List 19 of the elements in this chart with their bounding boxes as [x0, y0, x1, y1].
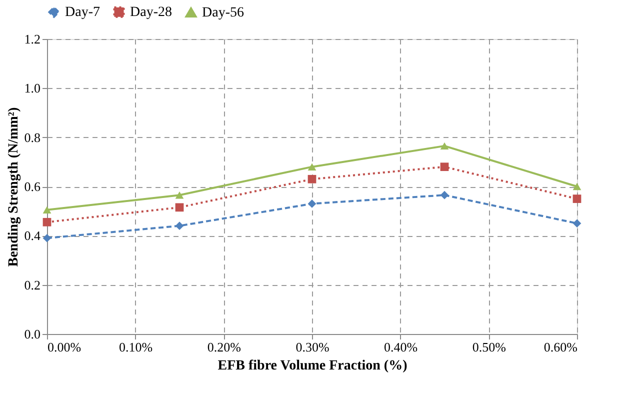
y-axis-title: Bending Strength (N/mm²) [6, 106, 22, 267]
x-tick-label: 0.30% [296, 340, 330, 354]
x-tick-label: 0.50% [472, 340, 506, 354]
x-tick-label: 0.20% [207, 340, 242, 354]
y-tick-label: 0.2 [24, 277, 40, 292]
x-tick-label: 0.40% [384, 340, 418, 354]
y-tick-label: 0.6 [24, 179, 41, 194]
y-tick-label: 0.4 [24, 228, 41, 244]
legend-label: Day-56 [202, 5, 244, 20]
y-tick-label: 0.8 [24, 130, 40, 145]
y-tick-label: 0.0 [24, 326, 40, 342]
x-axis-title: EFB fibre Volume Fraction (%) [218, 358, 408, 374]
y-tick-label: 1.0 [24, 80, 40, 96]
x-tick-label: 0.10% [119, 340, 153, 354]
y-tick-label: 1.2 [24, 32, 40, 46]
legend-label: Day-28 [130, 5, 172, 20]
x-tick-label: 0.60% [544, 340, 578, 354]
legend-label: Day-7 [65, 5, 100, 20]
x-tick-label: 0.00% [48, 340, 82, 354]
